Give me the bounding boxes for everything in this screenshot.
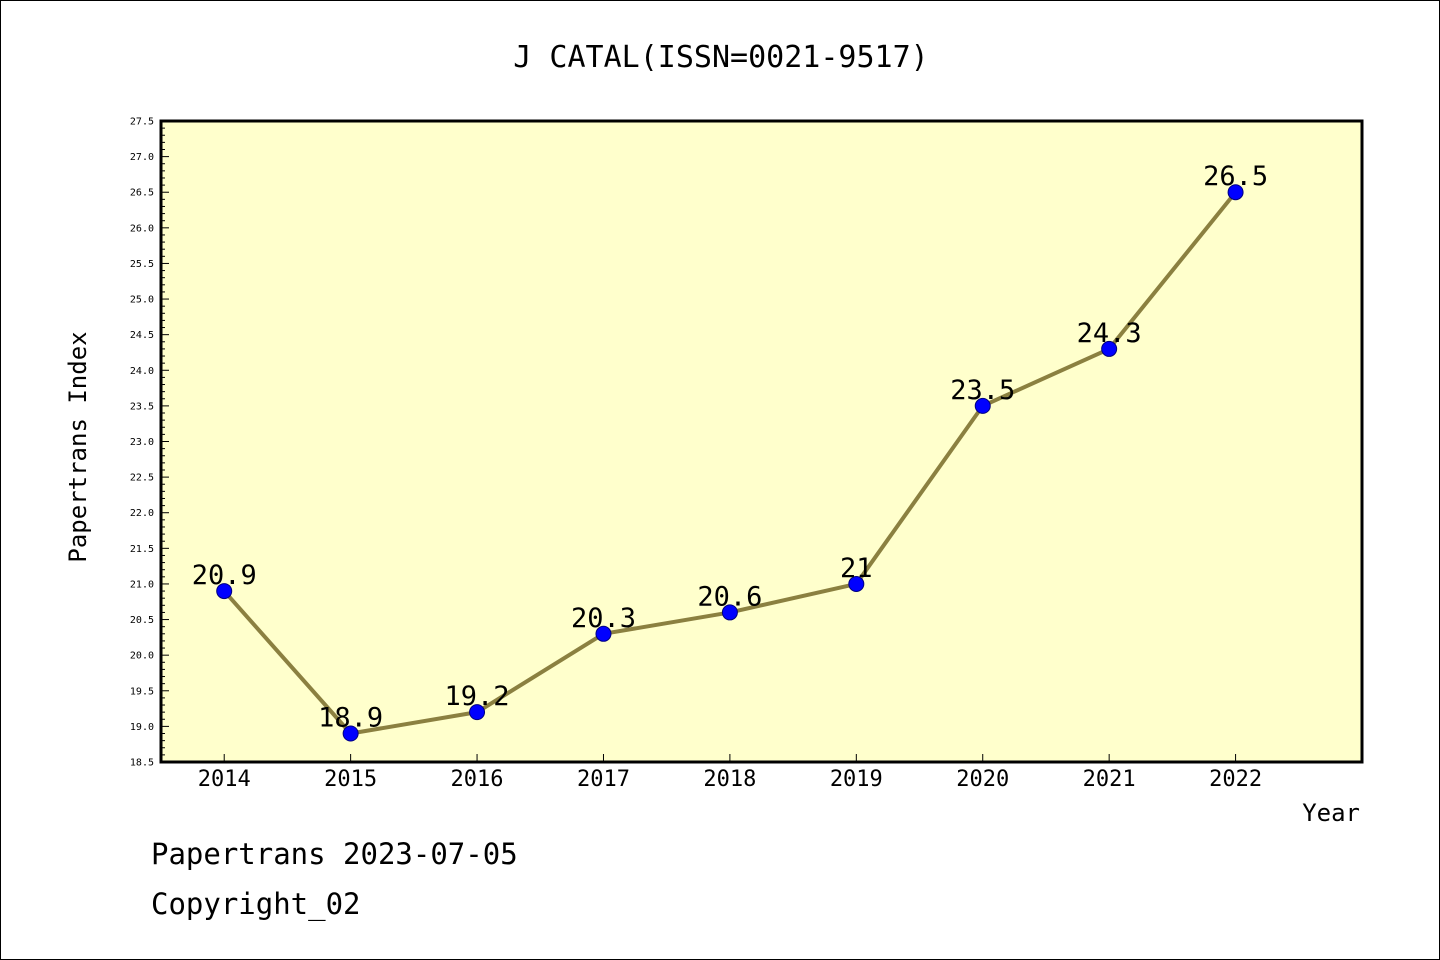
- x-tick-label: 2018: [703, 767, 756, 792]
- x-tick-label: 2019: [830, 767, 883, 792]
- data-point: [216, 583, 233, 600]
- y-tick-label: 25.0: [130, 295, 154, 306]
- data-label: 23.5: [950, 375, 1015, 406]
- data-label: 20.3: [571, 603, 636, 634]
- data-point: [974, 397, 991, 414]
- data-point: [469, 704, 486, 721]
- data-point: [342, 725, 359, 742]
- footer-date: Papertrans 2023-07-05: [151, 837, 518, 871]
- data-point: [1227, 184, 1244, 201]
- y-tick-label: 21.5: [130, 544, 154, 555]
- x-tick-label: 2015: [324, 767, 377, 792]
- data-point: [848, 575, 865, 592]
- data-label: 19.2: [445, 681, 510, 712]
- x-tick-label: 2022: [1209, 767, 1262, 792]
- x-tick-label: 2014: [198, 767, 251, 792]
- y-tick-label: 20.5: [130, 615, 154, 626]
- y-tick-label: 24.0: [130, 366, 154, 377]
- y-tick-label: 22.0: [130, 508, 154, 519]
- y-tick-label: 23.5: [130, 401, 154, 412]
- y-tick-label: 18.5: [130, 758, 154, 769]
- x-tick-label: 2021: [1083, 767, 1136, 792]
- data-label: 18.9: [318, 703, 383, 734]
- data-point: [721, 604, 738, 621]
- plot-background: [161, 121, 1362, 762]
- chart-title: J CATAL(ISSN=0021-9517): [513, 40, 928, 75]
- data-label: 24.3: [1077, 318, 1142, 349]
- y-tick-label: 26.5: [130, 188, 154, 199]
- y-tick-label: 20.0: [130, 651, 154, 662]
- y-tick-label: 25.5: [130, 259, 154, 270]
- y-tick-label: 27.0: [130, 152, 154, 163]
- y-tick-label: 26.0: [130, 223, 154, 234]
- y-axis-label: Papertrans Index: [64, 331, 92, 562]
- x-axis-label: Year: [1302, 799, 1360, 827]
- y-tick-label: 19.5: [130, 686, 154, 697]
- data-label: 26.5: [1203, 161, 1268, 192]
- data-point: [595, 625, 612, 642]
- data-label: 20.6: [697, 581, 762, 612]
- y-tick-label: 19.0: [130, 722, 154, 733]
- data-point: [1101, 340, 1118, 357]
- y-tick-label: 27.5: [130, 117, 154, 128]
- y-tick-label: 21.0: [130, 579, 154, 590]
- y-tick-label: 22.5: [130, 473, 154, 484]
- x-tick-label: 2020: [956, 767, 1009, 792]
- plot-border: [159, 119, 1364, 764]
- y-tick-label: 24.5: [130, 330, 154, 341]
- plot-area: 18.5 19.0 19.5 20.0 20.5 21.0 21.5 22.0 22.5 23.0…: [130, 117, 1364, 792]
- data-label: 20.9: [192, 560, 257, 591]
- x-tick-label: 2016: [451, 767, 504, 792]
- footer-copyright: Copyright_02: [151, 887, 361, 921]
- x-tick-label: 2017: [577, 767, 630, 792]
- y-tick-label: 23.0: [130, 437, 154, 448]
- data-label: 21: [840, 553, 873, 584]
